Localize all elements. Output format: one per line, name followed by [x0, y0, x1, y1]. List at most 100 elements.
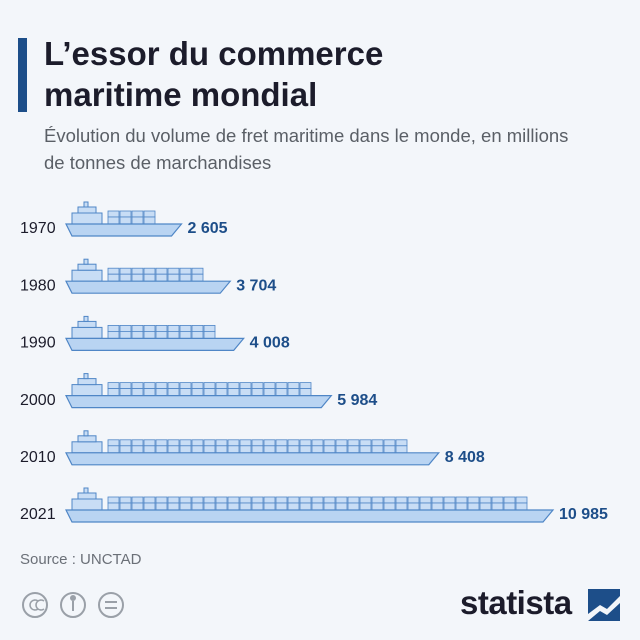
- container: [383, 445, 396, 454]
- container: [431, 502, 444, 511]
- container: [167, 388, 180, 397]
- container: [107, 382, 120, 390]
- container: [131, 382, 144, 390]
- container: [311, 439, 324, 447]
- container: [107, 324, 120, 332]
- container: [107, 445, 120, 454]
- container: [371, 496, 384, 504]
- bridge: [77, 492, 97, 500]
- container: [263, 496, 276, 504]
- container: [239, 439, 252, 447]
- container: [191, 330, 204, 339]
- mast: [83, 373, 89, 380]
- container: [419, 496, 432, 504]
- container: [239, 496, 252, 504]
- container: [203, 388, 216, 397]
- container: [407, 496, 420, 504]
- container: [227, 502, 240, 511]
- container: [191, 496, 204, 504]
- container: [335, 445, 348, 454]
- container: [383, 502, 396, 511]
- container: [107, 388, 120, 397]
- container: [467, 496, 480, 504]
- bridge: [77, 263, 97, 271]
- container: [215, 439, 228, 447]
- container: [167, 496, 180, 504]
- container: [287, 382, 300, 390]
- mast: [83, 430, 89, 437]
- container: [191, 439, 204, 447]
- container: [143, 216, 156, 225]
- container: [167, 273, 180, 282]
- container: [107, 267, 120, 275]
- container: [143, 388, 156, 397]
- container: [287, 502, 300, 511]
- bridge: [77, 435, 97, 443]
- container: [119, 445, 132, 454]
- container: [275, 439, 288, 447]
- container: [347, 502, 360, 511]
- container: [479, 496, 492, 504]
- container: [119, 388, 132, 397]
- container: [107, 216, 120, 225]
- container: [335, 496, 348, 504]
- chart-subtitle: Évolution du volume de fret maritime dan…: [44, 125, 569, 173]
- container: [131, 388, 144, 397]
- container: [131, 330, 144, 339]
- container: [251, 388, 264, 397]
- ship: [65, 487, 555, 523]
- container: [119, 324, 132, 332]
- container: [167, 502, 180, 511]
- container: [395, 445, 408, 454]
- container: [179, 439, 192, 447]
- container: [311, 445, 324, 454]
- container: [203, 502, 216, 511]
- container: [407, 502, 420, 511]
- container: [311, 496, 324, 504]
- container: [239, 502, 252, 511]
- container: [263, 388, 276, 397]
- container: [359, 502, 372, 511]
- container: [227, 388, 240, 397]
- container: [299, 445, 312, 454]
- container: [287, 445, 300, 454]
- container: [287, 496, 300, 504]
- ship: [65, 315, 245, 351]
- bridge: [71, 212, 103, 225]
- category-label: 2021: [20, 506, 56, 523]
- container: [323, 439, 336, 447]
- container: [287, 439, 300, 447]
- container: [335, 439, 348, 447]
- container: [191, 324, 204, 332]
- container: [131, 267, 144, 275]
- mast: [83, 487, 89, 494]
- bridge: [77, 206, 97, 214]
- container: [467, 502, 480, 511]
- container: [323, 502, 336, 511]
- container: [455, 496, 468, 504]
- container: [107, 273, 120, 282]
- container: [263, 502, 276, 511]
- container: [239, 388, 252, 397]
- mast: [83, 201, 89, 208]
- container: [167, 382, 180, 390]
- container: [275, 502, 288, 511]
- container: [155, 445, 168, 454]
- container: [371, 439, 384, 447]
- container: [179, 388, 192, 397]
- value-label: 5 984: [337, 392, 377, 409]
- hull: [65, 337, 245, 351]
- logo-icon: [588, 589, 620, 621]
- container: [203, 382, 216, 390]
- container: [275, 445, 288, 454]
- container: [155, 273, 168, 282]
- container: [143, 273, 156, 282]
- container: [347, 439, 360, 447]
- container: [251, 382, 264, 390]
- container: [131, 496, 144, 504]
- container: [119, 267, 132, 275]
- container: [155, 382, 168, 390]
- chart-title: L’essor du commerce maritime mondial: [44, 35, 384, 113]
